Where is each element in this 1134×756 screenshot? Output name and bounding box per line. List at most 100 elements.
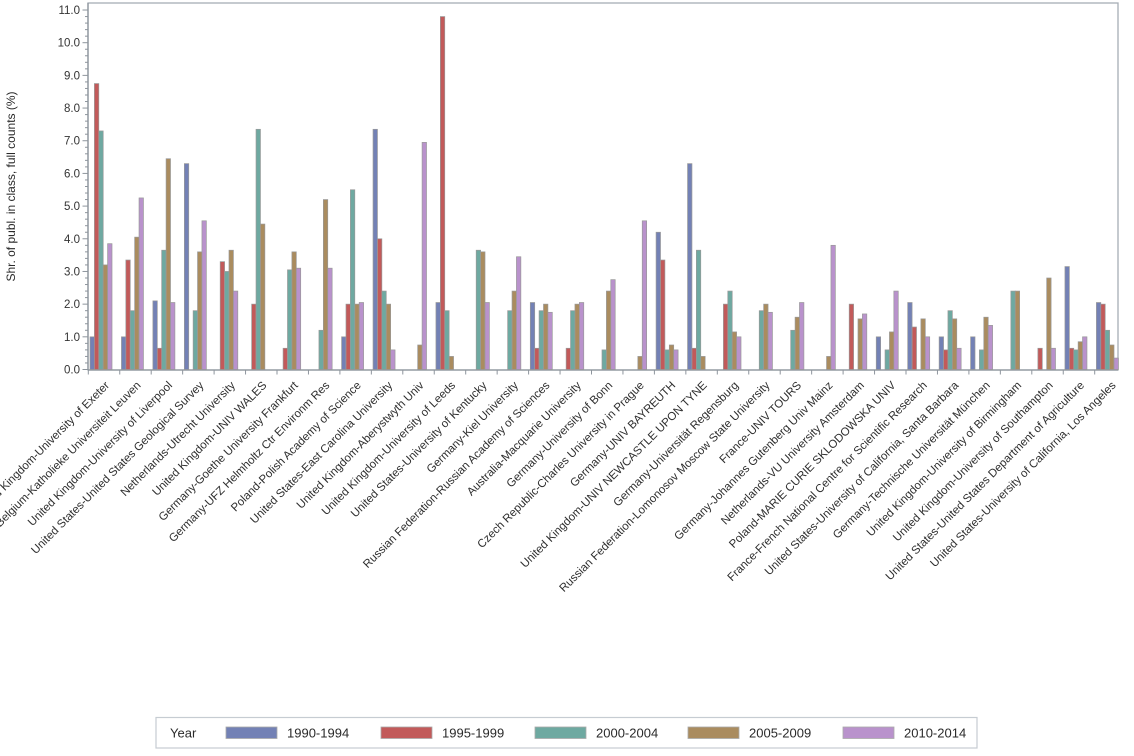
- bar-2005-2009-27: [951, 318, 958, 370]
- bar-1990-1994-3: [184, 163, 190, 370]
- bar-2010-2014-15: [578, 302, 585, 370]
- bar-2010-2014-32: [1113, 357, 1119, 370]
- bar-2005-2009-3: [197, 251, 203, 370]
- bar-2000-2004-15: [570, 310, 576, 370]
- bar-2010-2014-25: [893, 290, 899, 370]
- bar-1995-1999-8: [345, 303, 351, 370]
- plot-frame: [87, 2, 1119, 371]
- bar-2000-2004-7: [318, 329, 324, 370]
- bar-2010-2014-4: [233, 290, 239, 370]
- bar-1995-1999-30: [1037, 347, 1043, 370]
- bar-2005-2009-12: [480, 251, 486, 370]
- bar-1995-1999-27: [943, 349, 949, 370]
- legend-label: 1995-1999: [442, 726, 504, 741]
- bar-2005-2009-11: [448, 356, 454, 370]
- bar-2005-2009-24: [857, 318, 863, 370]
- bar-2010-2014-8: [358, 302, 364, 370]
- bar-1995-1999-9: [377, 238, 383, 370]
- bar-2005-2009-32: [1109, 344, 1115, 370]
- bar-1990-1994-19: [687, 163, 693, 370]
- bar-2000-2004-11: [444, 310, 450, 370]
- bar-1995-1999-26: [911, 326, 917, 370]
- bar-2000-2004-16: [601, 349, 607, 370]
- bar-2005-2009-18: [668, 344, 675, 370]
- category-label: Netherlands-Utrecht University: [119, 379, 238, 498]
- bar-2005-2009-26: [920, 318, 926, 370]
- bar-1990-1994-1: [121, 336, 127, 370]
- bar-2000-2004-20: [727, 290, 733, 370]
- bar-2000-2004-5: [255, 128, 261, 370]
- bar-1995-1999-20: [723, 303, 729, 370]
- bar-2005-2009-0: [102, 264, 108, 370]
- bar-2010-2014-27: [956, 347, 962, 370]
- bar-2005-2009-2: [165, 158, 171, 370]
- bar-2000-2004-2: [161, 249, 167, 370]
- bar-1995-1999-15: [565, 347, 571, 370]
- bar-1995-1999-18: [660, 259, 666, 370]
- bar-1995-1999-19: [691, 347, 697, 370]
- bar-2005-2009-1: [134, 236, 140, 370]
- bar-2010-2014-0: [107, 243, 113, 370]
- bar-2000-2004-4: [224, 271, 230, 370]
- bar-2005-2009-29: [1014, 290, 1021, 370]
- bar-2005-2009-9: [385, 303, 392, 370]
- legend-swatch-2010-2014: [842, 726, 895, 739]
- bar-2010-2014-6: [295, 267, 302, 370]
- y-axis-tick-label: 6.0: [64, 168, 80, 180]
- y-axis-tick-label: 7.0: [64, 136, 80, 148]
- bar-2005-2009-14: [543, 303, 549, 370]
- bar-2000-2004-32: [1104, 329, 1110, 370]
- bar-2000-2004-1: [129, 310, 136, 370]
- bar-1990-1994-31: [1064, 266, 1070, 370]
- bar-2010-2014-20: [736, 336, 742, 370]
- bar-2000-2004-6: [287, 269, 293, 370]
- bar-2010-2014-16: [610, 279, 616, 370]
- bar-2010-2014-1: [138, 197, 144, 370]
- bar-2000-2004-13: [507, 310, 513, 370]
- legend-label: 2000-2004: [596, 726, 658, 741]
- bar-1990-1994-32: [1096, 302, 1102, 370]
- bar-1995-1999-14: [534, 347, 540, 370]
- bar-2010-2014-26: [924, 336, 931, 370]
- bar-1990-1994-25: [875, 336, 882, 370]
- bar-2005-2009-28: [983, 316, 989, 370]
- bar-2000-2004-8: [350, 189, 356, 370]
- bar-2010-2014-13: [516, 256, 522, 370]
- category-label: United Kingdom-UNIV WALES: [150, 379, 269, 498]
- category-label: United Kingdom-University of Liverpool: [26, 380, 175, 529]
- bar-2000-2004-9: [381, 290, 387, 370]
- bar-2000-2004-25: [884, 349, 890, 370]
- bar-2005-2009-19: [700, 356, 706, 370]
- bar-2000-2004-19: [695, 249, 702, 370]
- legend-label: 1990-1994: [287, 726, 349, 741]
- bar-2005-2009-10: [417, 344, 423, 370]
- legend-label: 2010-2014: [904, 726, 966, 741]
- y-axis-tick-label: 8.0: [64, 103, 80, 115]
- bar-2000-2004-12: [475, 249, 481, 370]
- bar-2005-2009-23: [826, 356, 832, 370]
- bar-2010-2014-31: [1082, 336, 1088, 370]
- bar-2005-2009-8: [354, 303, 360, 370]
- bar-2010-2014-2: [170, 302, 176, 370]
- bar-2000-2004-27: [947, 310, 953, 370]
- bar-2010-2014-12: [484, 302, 490, 370]
- category-label: Australia-Macquarie University: [465, 379, 584, 498]
- bar-2000-2004-31: [1073, 349, 1079, 370]
- bar-2000-2004-22: [790, 329, 796, 370]
- bar-2000-2004-14: [538, 310, 544, 370]
- bar-2010-2014-3: [201, 220, 207, 370]
- bar-1990-1994-9: [372, 128, 378, 370]
- bar-1990-1994-2: [152, 300, 158, 370]
- bar-2010-2014-24: [862, 313, 868, 370]
- bar-1990-1994-0: [89, 336, 95, 370]
- bar-1995-1999-24: [848, 303, 854, 370]
- bar-1995-1999-6: [282, 347, 288, 370]
- y-axis-tick-label: 0.0: [64, 365, 80, 377]
- bar-1995-1999-11: [440, 16, 446, 370]
- bar-2000-2004-21: [758, 310, 765, 370]
- bar-2000-2004-18: [664, 349, 670, 370]
- bar-2005-2009-6: [291, 251, 297, 370]
- bar-2005-2009-13: [511, 290, 517, 370]
- bar-1995-1999-4: [219, 261, 225, 370]
